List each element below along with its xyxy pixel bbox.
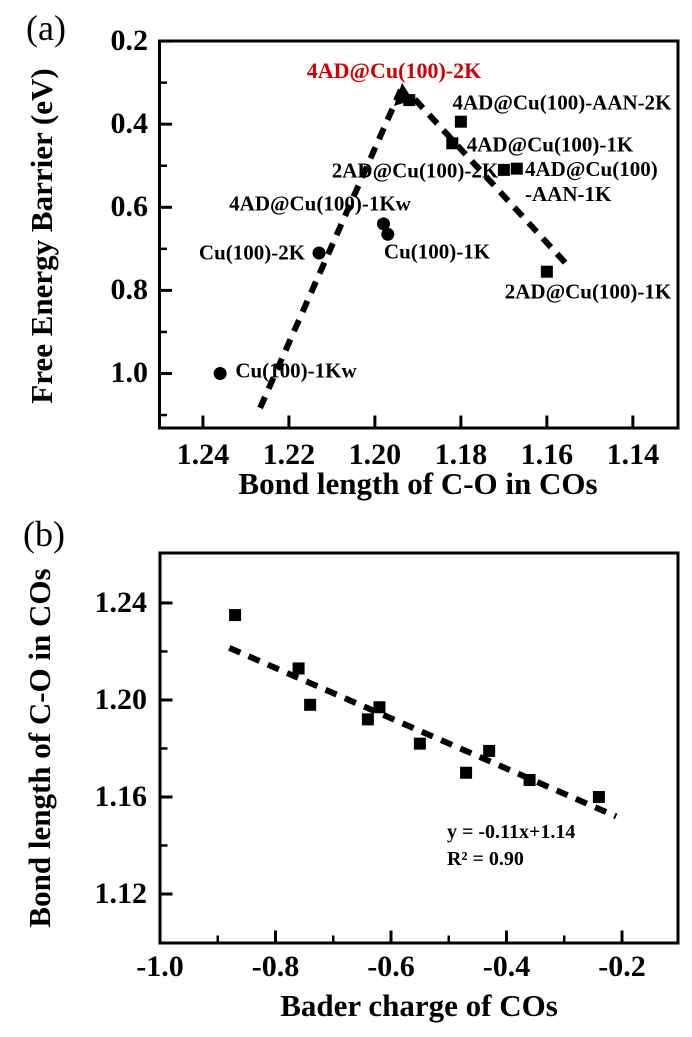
data-point-b-1 [292, 662, 305, 675]
x-tick-label-b: -0.6 [367, 950, 415, 983]
data-point-4AD@Cu(100)-AAN-2K [454, 115, 467, 128]
data-point-4AD@Cu(100)-AAN-1K [510, 162, 523, 175]
y-tick-label-a: 1.0 [110, 356, 149, 390]
point-label-4AD@Cu(100)-AAN-2K: 4AD@Cu(100)-AAN-2K [452, 90, 672, 115]
point-label-4AD@Cu(100)-AAN-1K: 4AD@Cu(100) -AAN-1K [525, 157, 658, 207]
point-label-2AD@Cu(100)-2K: 2AD@Cu(100)-2K [331, 158, 499, 183]
point-label-2AD@Cu(100)-1K: 2AD@Cu(100)-1K [504, 279, 672, 304]
x-tick-label-b: -0.2 [598, 950, 646, 983]
data-point-b-2 [304, 698, 317, 711]
data-point-Cu(100)-1K [381, 227, 395, 241]
data-point-4AD@Cu(100)-1K [446, 137, 459, 150]
data-point-2AD@Cu(100)-1K [540, 265, 553, 278]
x-tick-label-b: -0.8 [251, 950, 300, 983]
point-label-4AD@Cu(100)-1Kw: 4AD@Cu(100)-1Kw [229, 191, 411, 216]
x-tick-label-a: 1.24 [176, 438, 230, 471]
data-point-b-9 [592, 790, 605, 803]
data-point-Cu(100)-1Kw [213, 366, 227, 380]
data-point-b-5 [413, 737, 426, 750]
panel-b-tag: (b) [23, 514, 65, 554]
y-tick-label-b: 1.24 [94, 585, 148, 619]
y-tick-label-b: 1.16 [94, 779, 148, 813]
fit-equation: y = -0.11x+1.14 [447, 821, 576, 843]
descending-branch-a [412, 97, 572, 270]
y-axis-title-a: Free Energy Barrier (eV) [24, 68, 59, 404]
x-tick-label-a: 1.14 [606, 438, 660, 471]
data-point-b-4 [373, 701, 386, 714]
data-point-b-8 [523, 774, 536, 787]
fit-line-b [228, 645, 618, 820]
r-squared: R² = 0.90 [447, 848, 524, 870]
y-tick-label-a: 0.4 [110, 107, 149, 141]
x-tick-label-a: 1.18 [434, 438, 488, 471]
data-point-b-7 [483, 744, 496, 757]
x-tick-label-a: 1.22 [262, 438, 316, 471]
y-tick-label-b: 1.12 [94, 877, 148, 910]
point-label-Cu(100)-1Kw: Cu(100)-1Kw [235, 358, 357, 383]
y-tick-label-a: 0.2 [110, 24, 149, 58]
data-point-b-6 [460, 766, 473, 779]
x-axis-title-b: Bader charge of COs [280, 988, 558, 1023]
y-tick-label-b: 1.20 [94, 682, 148, 716]
fit-equation-block: y = -0.11x+1.14 R² = 0.90 [447, 819, 575, 873]
y-axis-title-b: Bond length of C-O in COs [22, 568, 57, 928]
point-label-Cu(100)-1K: Cu(100)-1K [383, 239, 491, 264]
y-tick-label-a: 0.6 [110, 190, 149, 224]
data-point-b-0 [229, 609, 242, 622]
data-point-4AD@Cu(100)-1Kw [376, 217, 390, 231]
y-tick-label-a: 0.8 [110, 273, 149, 307]
data-point-4AD@Cu(100)-2K [403, 94, 416, 107]
point-label-line: 4AD@Cu(100) [525, 157, 658, 181]
x-tick-label-b: -1.0 [136, 950, 184, 983]
point-label-4AD@Cu(100)-2K: 4AD@Cu(100)-2K [306, 58, 482, 83]
ascending-branch-a [257, 85, 405, 410]
point-label-4AD@Cu(100)-1K: 4AD@Cu(100)-1K [466, 132, 634, 157]
x-axis-title-a: Bond length of C-O in COs [238, 466, 598, 501]
panel-a-tag: (a) [26, 8, 66, 48]
x-tick-label-b: -0.4 [482, 950, 531, 983]
point-label-Cu(100)-2K: Cu(100)-2K [198, 240, 306, 265]
data-point-Cu(100)-2K [312, 246, 326, 260]
data-point-b-3 [361, 713, 374, 726]
plot-frame-a [158, 39, 680, 430]
x-tick-label-a: 1.16 [520, 438, 574, 471]
plot-frame-b [158, 551, 680, 945]
x-tick-label-a: 1.20 [348, 438, 402, 471]
data-point-2AD@Cu(100)-2K [497, 163, 510, 176]
point-label-line: -AAN-1K [525, 182, 612, 206]
